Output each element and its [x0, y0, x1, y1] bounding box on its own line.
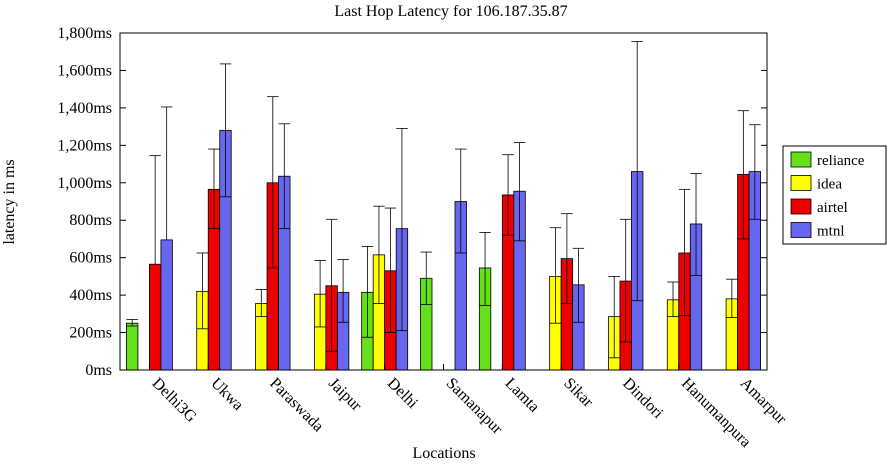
legend-swatch-mtnl	[790, 222, 812, 238]
legend-swatch-idea	[790, 175, 812, 191]
legend-label-mtnl: mtnl	[817, 224, 845, 240]
x-tick-label: Delhi3G	[149, 375, 200, 426]
plot-frame	[119, 32, 768, 371]
legend-label-idea: idea	[817, 177, 842, 193]
legend-label-reliance: reliance	[817, 153, 865, 169]
y-tick-label: 400ms	[69, 287, 112, 304]
x-tick-label: Samanapur	[443, 375, 506, 438]
legend: reliance idea airtel mtnl	[782, 145, 887, 245]
y-tick-label: 1,600ms	[57, 62, 112, 79]
x-tick-label: Lamta	[501, 375, 542, 416]
bar-mtnl	[160, 239, 173, 371]
y-tick-label: 1,800ms	[57, 25, 112, 42]
y-tick-label: 600ms	[69, 250, 112, 267]
legend-label-airtel: airtel	[817, 200, 848, 216]
bar-airtel	[149, 263, 162, 371]
x-tick-label: Ukwa	[207, 375, 246, 414]
x-tick-label: Dindori	[619, 375, 667, 423]
x-axis-label: Locations	[412, 445, 475, 462]
y-tick-label: 1,200ms	[57, 137, 112, 154]
y-axis-label: latency in ms	[1, 159, 18, 244]
x-tick-label: Paraswada	[266, 375, 326, 435]
y-tick-label: 200ms	[69, 325, 112, 342]
y-tick-label: 0ms	[85, 362, 112, 379]
bar-series-group	[126, 41, 761, 371]
bar-reliance	[126, 322, 139, 371]
x-tick-label: Sikar	[560, 375, 596, 411]
y-axis: 0ms 200ms 400ms 600ms 800ms 1,000ms 1,200ms 1,4…	[57, 25, 767, 379]
legend-swatch-reliance	[790, 151, 812, 168]
y-tick-label: 800ms	[69, 212, 112, 229]
x-tick-label: Jaipur	[325, 375, 365, 415]
chart-title: Last Hop Latency for 106.187.35.87	[334, 3, 567, 20]
x-tick-label: Amarpur	[737, 375, 790, 428]
y-tick-label: 1,000ms	[57, 175, 112, 192]
legend-swatch-airtel	[790, 198, 812, 215]
x-tick-label: Delhi	[384, 375, 422, 413]
y-tick-label: 1,400ms	[57, 100, 112, 117]
